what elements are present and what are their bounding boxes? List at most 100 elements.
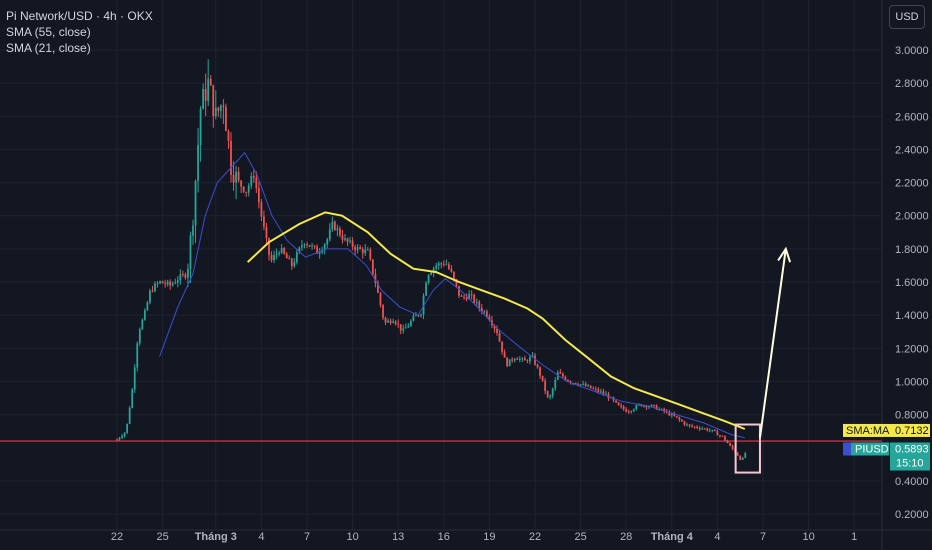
candle-body	[698, 427, 701, 429]
candle	[592, 386, 595, 390]
candle	[521, 357, 524, 363]
highlight-box[interactable]	[734, 423, 761, 474]
candle-body	[450, 268, 453, 272]
candle-body	[437, 263, 440, 266]
candle-body	[620, 405, 623, 407]
candle	[724, 435, 726, 442]
candle	[508, 359, 511, 367]
sma21-legend[interactable]: SMA (21, close)	[6, 41, 91, 55]
candle-body	[316, 246, 319, 254]
candle-body	[726, 440, 729, 444]
candle	[559, 368, 562, 375]
candle-body	[149, 290, 151, 303]
candle-body	[556, 372, 559, 380]
candle-body	[650, 404, 653, 407]
projection-arrow[interactable]	[758, 246, 792, 438]
x-tick-label: 25	[156, 531, 168, 543]
candle-body	[311, 245, 313, 247]
candle	[118, 436, 121, 441]
y-tick-label: 0.4000	[895, 476, 929, 488]
candle-body	[349, 240, 351, 242]
candle	[123, 432, 126, 438]
candle-body	[366, 249, 369, 251]
symbol-title[interactable]: Pi Network/USD · 4h · OKX	[6, 9, 153, 23]
candle	[192, 219, 194, 245]
candle	[344, 234, 346, 242]
price-axis[interactable]: 3.0000 2.8000 2.6000 2.4000 2.2000 2.0000 1.80…	[881, 0, 929, 550]
candle	[498, 329, 501, 342]
candle-body	[582, 383, 585, 385]
candle	[589, 385, 592, 389]
candle-body	[377, 283, 379, 293]
y-tick-label: 1.6000	[895, 277, 929, 289]
candle-body	[128, 407, 131, 424]
candle	[536, 363, 539, 369]
candle	[336, 224, 339, 237]
candle	[128, 406, 131, 425]
sma55-line[interactable]	[247, 211, 746, 430]
candle-body	[407, 325, 410, 328]
candle	[681, 418, 683, 422]
candle-body	[379, 292, 382, 306]
x-tick-label: 1	[851, 531, 857, 543]
sma55-legend[interactable]: SMA (55, close)	[6, 25, 91, 39]
candle	[306, 241, 308, 249]
candle-body	[293, 262, 296, 267]
x-tick-label: 19	[483, 531, 495, 543]
candle-body	[721, 435, 724, 437]
candle-body	[632, 409, 635, 412]
candle-body	[280, 247, 283, 253]
sma21-line[interactable]	[159, 151, 745, 439]
candle-body	[184, 274, 187, 278]
candle-body	[179, 274, 182, 281]
candle	[516, 356, 519, 360]
candle	[121, 434, 123, 440]
candle	[653, 404, 655, 408]
candle-body	[331, 221, 334, 230]
candle	[181, 270, 184, 278]
x-tick-label: 13	[392, 531, 404, 543]
candle	[166, 279, 169, 287]
candle	[341, 229, 344, 244]
candle-body	[146, 302, 149, 311]
candle	[187, 263, 189, 288]
chart-legend: Pi Network/USD · 4h · OKX SMA (55, close…	[6, 8, 153, 56]
candle	[275, 248, 278, 260]
candle-body	[382, 305, 384, 318]
candle-body	[399, 324, 402, 331]
price-tag-sma: SMA:MA 0.7132	[843, 423, 930, 437]
candle	[164, 279, 167, 288]
candle-body	[496, 328, 498, 334]
currency-button[interactable]: USD	[889, 5, 925, 29]
candle-body	[328, 229, 331, 240]
candle	[678, 416, 681, 422]
candle-body	[354, 246, 357, 251]
candle-body	[475, 301, 478, 303]
candle	[501, 341, 503, 355]
candle-body	[250, 176, 253, 186]
candle-body	[630, 411, 633, 413]
candle-body	[283, 247, 286, 254]
candle-body	[384, 317, 387, 323]
candle-body	[174, 282, 177, 284]
candle	[458, 285, 460, 299]
candle-body	[232, 174, 235, 183]
candle-body	[212, 85, 215, 117]
time-axis[interactable]: 22 25 Tháng 3 4 7 10 13 16 19 22 25 28 Tháng 4 4 7 10 1	[0, 529, 932, 543]
candle-body	[594, 388, 597, 390]
candle-body	[268, 238, 270, 255]
candle	[235, 165, 237, 200]
candle-body	[708, 430, 711, 432]
candle	[698, 426, 701, 432]
y-tick-label: 1.8000	[895, 244, 929, 256]
arrow-shaft	[758, 248, 787, 438]
candle-body	[389, 320, 392, 323]
candle-body	[313, 245, 316, 247]
candle	[232, 161, 235, 191]
sma-tag-bg	[843, 423, 890, 437]
candle	[688, 424, 691, 428]
price-labels: SMA:MA 0.7132 PIUSD 0.5893 15:10	[843, 423, 930, 471]
candle	[394, 320, 397, 326]
candle-body	[536, 364, 539, 368]
